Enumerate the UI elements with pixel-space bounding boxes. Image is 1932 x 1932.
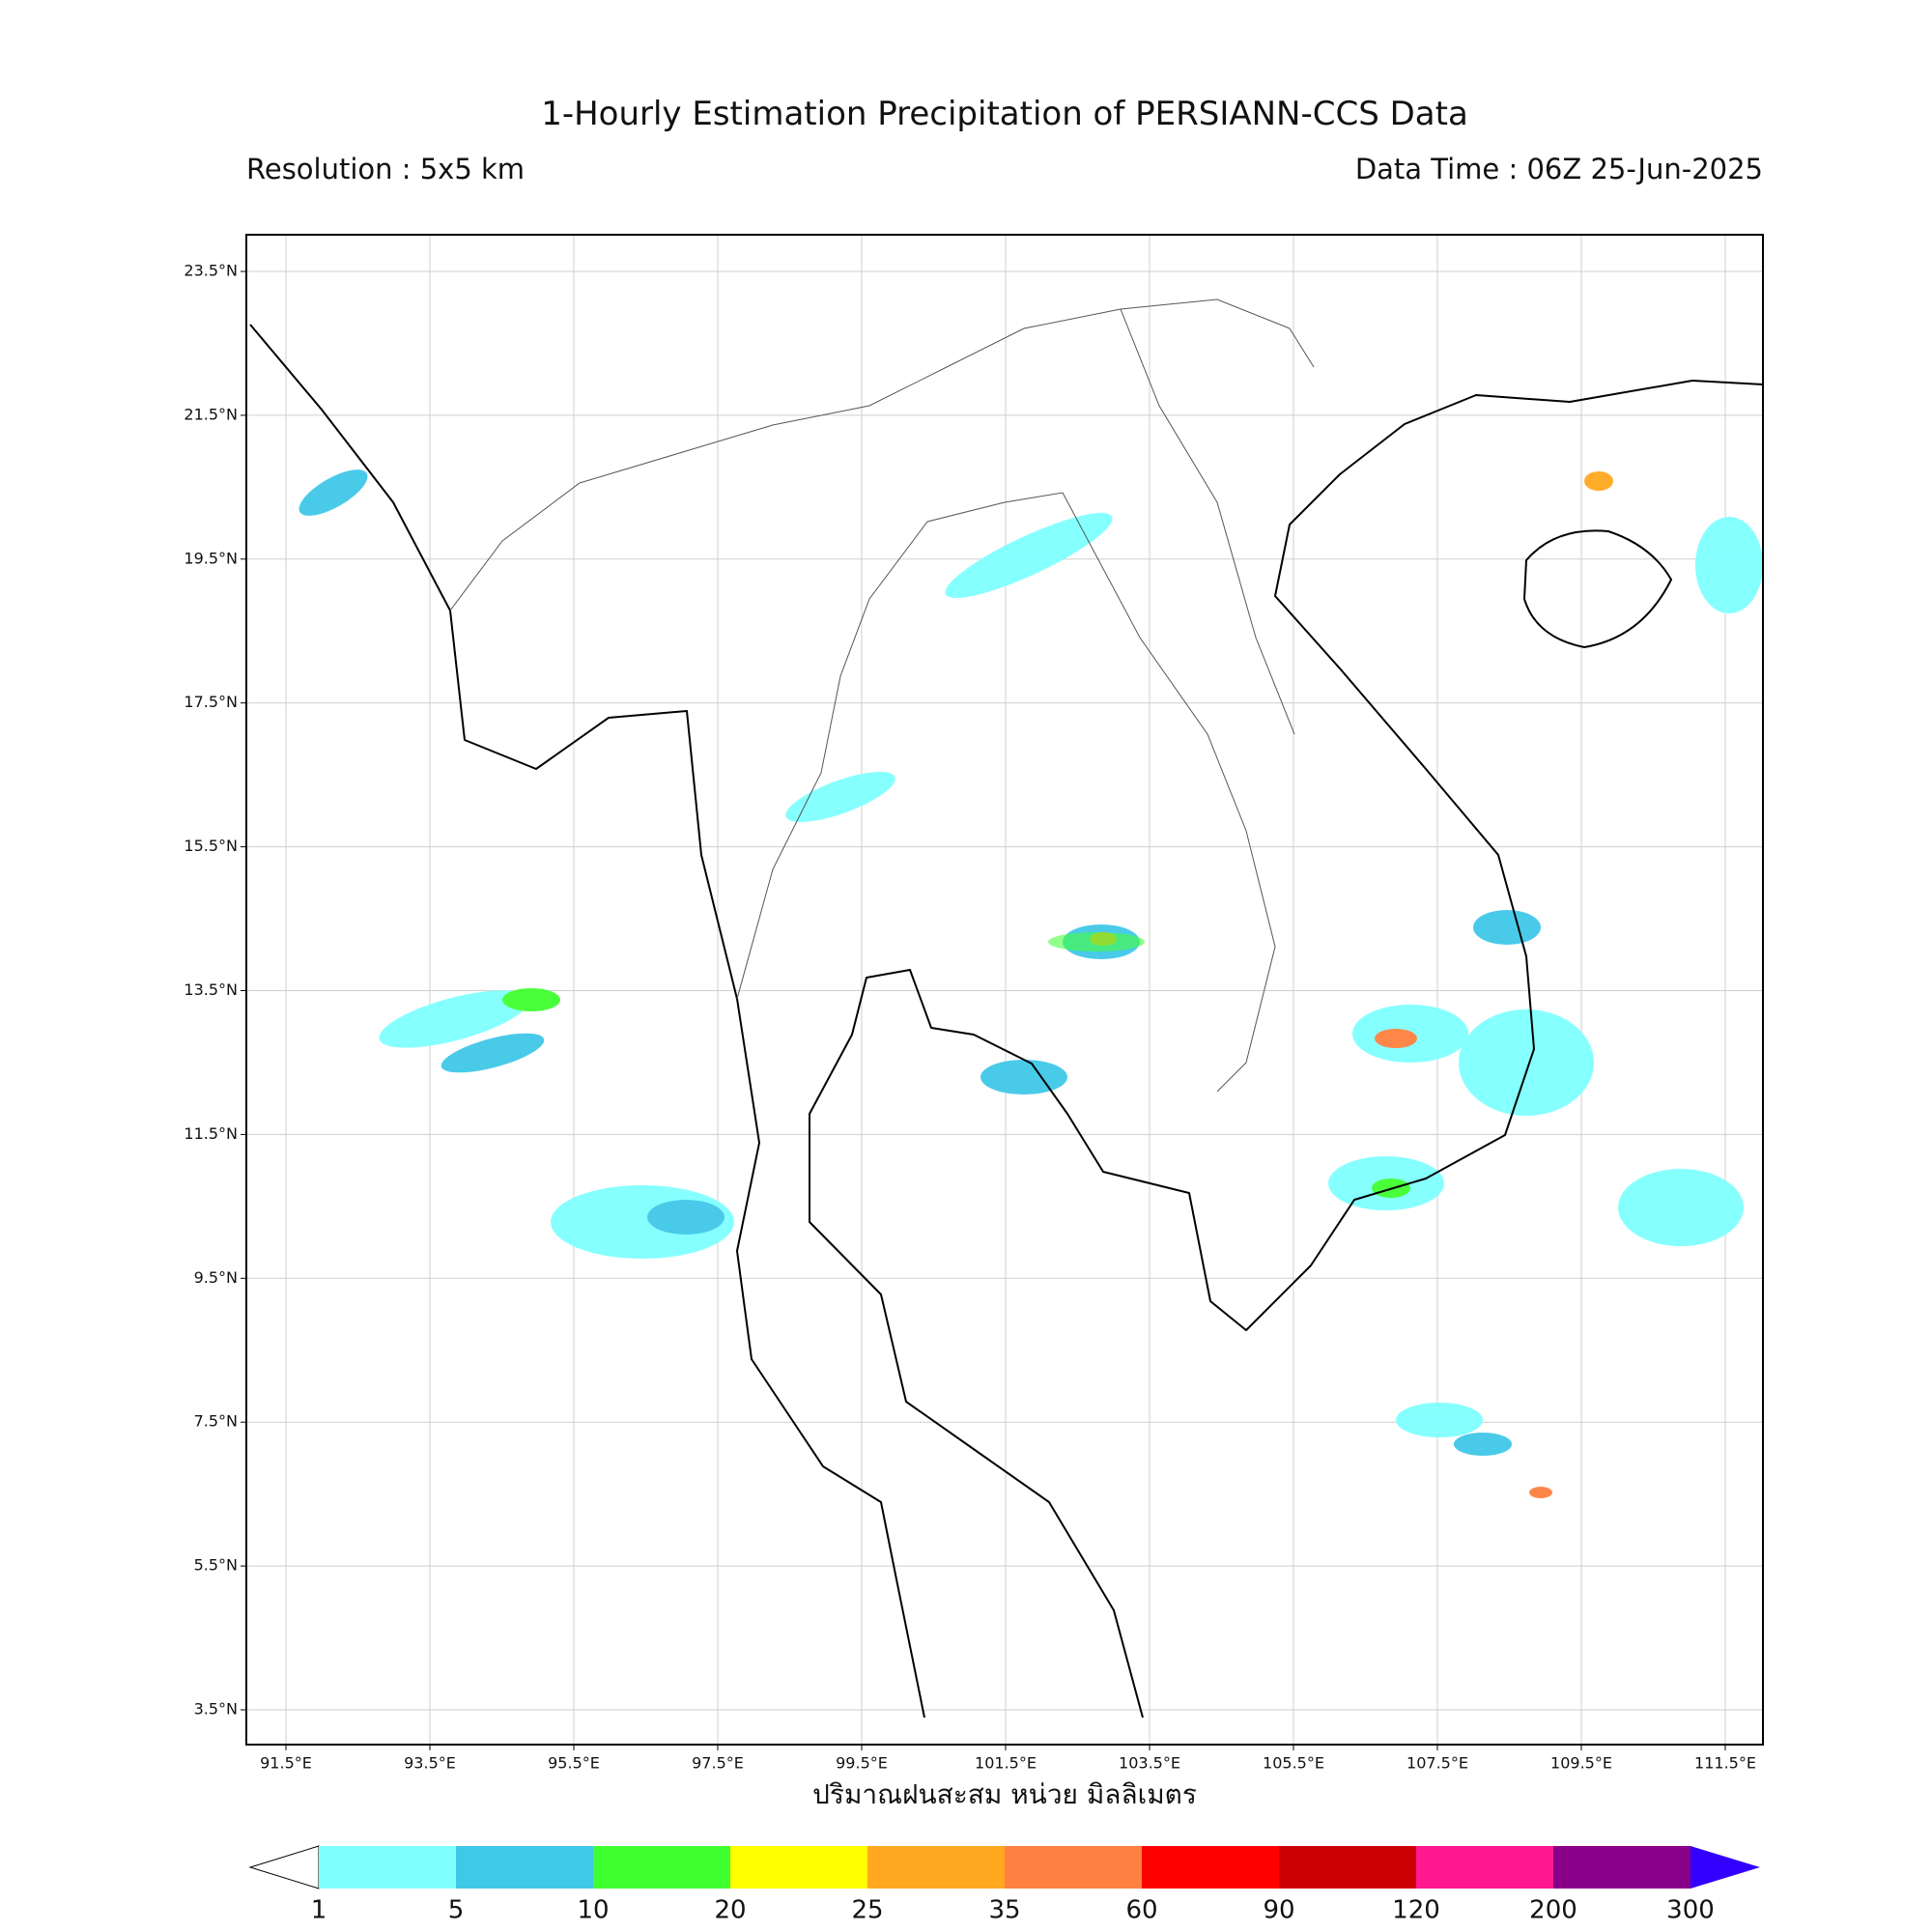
colorbar-segment (593, 1846, 731, 1889)
lat-label: 15.5°N (184, 837, 238, 855)
lat-label: 19.5°N (184, 549, 238, 567)
rain-area (1473, 910, 1541, 945)
colorbar-level: 25 (851, 1896, 883, 1925)
lon-label: 95.5°E (548, 1754, 600, 1773)
colorbar-level: 200 (1529, 1896, 1577, 1925)
resolution: Resolution : 5x5 km (246, 153, 525, 185)
rain-area (1396, 1403, 1483, 1437)
lon-label: 97.5°E (692, 1754, 744, 1773)
rain-area (1584, 471, 1613, 491)
colorbar-over (1690, 1846, 1760, 1889)
lat-label: 3.5°N (194, 1700, 238, 1719)
precipitation (298, 469, 1763, 1498)
lon-label: 103.5°E (1119, 1754, 1180, 1773)
rain-area (1459, 1009, 1594, 1116)
rain-area (785, 771, 895, 823)
colorbar-level: 90 (1263, 1896, 1294, 1925)
lat-label: 7.5°N (194, 1412, 238, 1431)
colorbar-segment (319, 1846, 457, 1889)
rain-area (1695, 517, 1763, 613)
rain-area (1529, 1487, 1552, 1498)
title: 1-Hourly Estimation Precipitation of PER… (541, 95, 1468, 133)
colorbar-segment (1416, 1846, 1554, 1889)
rain-area (440, 1033, 545, 1073)
lat-label: 13.5°N (184, 980, 238, 999)
colorbar-segment (867, 1846, 1006, 1889)
colorbar-level: 5 (448, 1896, 465, 1925)
colorbar-level: 120 (1392, 1896, 1440, 1925)
colorbar-level: 60 (1125, 1896, 1157, 1925)
colorbar-level: 10 (577, 1896, 609, 1925)
colorbar-level: 1 (311, 1896, 327, 1925)
colorbar-segment (730, 1846, 868, 1889)
rain-area (298, 469, 368, 516)
colorbar-segment (1005, 1846, 1143, 1889)
rain-area (1048, 932, 1145, 952)
colorbar-segment (1279, 1846, 1417, 1889)
rain-area (980, 1060, 1067, 1094)
lon-label: 109.5°E (1550, 1754, 1612, 1773)
lon-label: 111.5°E (1694, 1754, 1756, 1773)
colorbar-level: 35 (988, 1896, 1020, 1925)
rain-area (945, 512, 1113, 599)
country-border (449, 298, 1315, 1093)
lon-label: 105.5°E (1263, 1754, 1324, 1773)
coastline (809, 380, 1764, 1719)
lat-label: 11.5°N (184, 1124, 238, 1143)
colorbar-label: ปริมาณฝนสะสม หน่วย มิลลิเมตร (812, 1778, 1197, 1810)
data-time: Data Time : 06Z 25-Jun-2025 (1355, 153, 1763, 185)
axis-labels: 23.5°N 21.5°N 19.5°N 17.5°N 15.5°N 13.5°N 11.5… (184, 262, 1756, 1773)
rain-area (1454, 1433, 1512, 1456)
lat-label: 5.5°N (194, 1556, 238, 1575)
rain-area (379, 990, 529, 1048)
colorbar-level: 300 (1666, 1896, 1715, 1925)
colorbar-segment (1553, 1846, 1691, 1889)
lat-label: 23.5°N (184, 262, 238, 280)
coastline (249, 324, 925, 1719)
colorbar-segment (1142, 1846, 1280, 1889)
island (1523, 529, 1672, 648)
colorbar-under (248, 1845, 320, 1889)
lat-label: 21.5°N (184, 405, 238, 423)
lat-label: 9.5°N (194, 1268, 238, 1287)
colorbar-level: 20 (714, 1896, 746, 1925)
map-frame (245, 234, 1764, 1746)
lat-label: 17.5°N (184, 693, 238, 711)
colorbar: 1 5 10 20 25 35 60 90 120 200 300 (248, 1845, 1760, 1925)
lon-label: 93.5°E (404, 1754, 456, 1773)
lon-label: 99.5°E (836, 1754, 888, 1773)
rain-area (647, 1200, 724, 1235)
colorbar-segment (456, 1846, 594, 1889)
lon-label: 107.5°E (1406, 1754, 1468, 1773)
rain-area (502, 988, 560, 1011)
map (246, 235, 1764, 1745)
rain-area (1618, 1169, 1744, 1246)
map-background (246, 235, 1763, 1745)
rain-area (1375, 1029, 1417, 1048)
lon-label: 101.5°E (975, 1754, 1037, 1773)
lon-label: 91.5°E (260, 1754, 312, 1773)
